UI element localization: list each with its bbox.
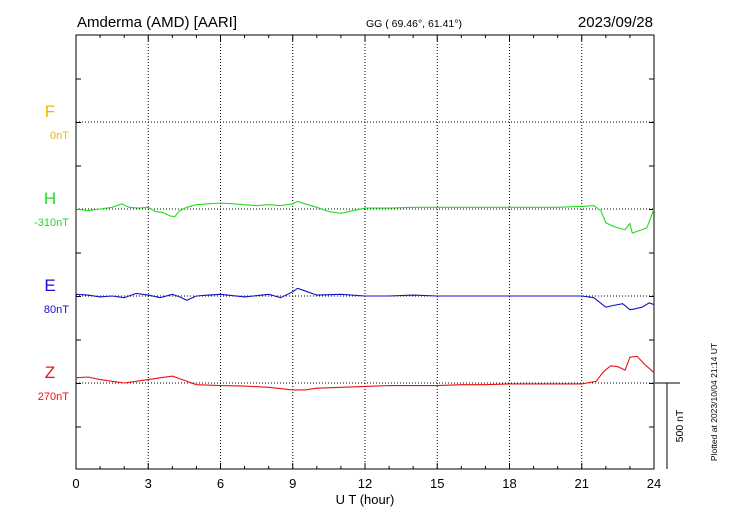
series-name-f: F <box>45 102 55 121</box>
grid-lines <box>76 35 654 469</box>
series-line-h <box>75 200 655 234</box>
series-line-e <box>75 287 655 311</box>
x-axis-title: U T (hour) <box>336 492 395 507</box>
series-labels: F 0nT H -310nT E 80nT Z 270nT <box>34 102 69 403</box>
station-title: Amderma (AMD) [AARI] <box>77 14 237 31</box>
date-label: 2023/09/28 <box>578 14 653 31</box>
x-tick-label: 21 <box>575 476 589 491</box>
baseline-label-z: 270nT <box>38 391 69 403</box>
scale-bar-label: 500 nT <box>674 409 686 442</box>
x-tick-label: 6 <box>217 476 224 491</box>
x-tick-label: 18 <box>502 476 516 491</box>
x-tick-label: 9 <box>289 476 296 491</box>
series-group <box>75 200 655 391</box>
baseline-label-f: 0nT <box>50 130 69 142</box>
x-axis: 0 3 6 9 12 15 18 21 24 <box>72 35 661 491</box>
baseline-label-e: 80nT <box>44 304 69 316</box>
x-tick-label: 24 <box>647 476 661 491</box>
coordinates-label: GG ( 69.46°, 61.41°) <box>366 18 462 30</box>
x-tick-label: 0 <box>72 476 79 491</box>
plotted-timestamp: Plotted at 2023/10/04 21:14 UT <box>709 343 719 461</box>
series-name-h: H <box>44 189 56 208</box>
x-tick-label: 15 <box>430 476 444 491</box>
series-line-z <box>75 355 655 391</box>
baseline-label-h: -310nT <box>34 217 69 229</box>
series-name-e: E <box>44 276 55 295</box>
y-ticks <box>76 78 654 428</box>
x-tick-label: 3 <box>145 476 152 491</box>
series-name-z: Z <box>45 363 55 382</box>
x-tick-label: 12 <box>358 476 372 491</box>
